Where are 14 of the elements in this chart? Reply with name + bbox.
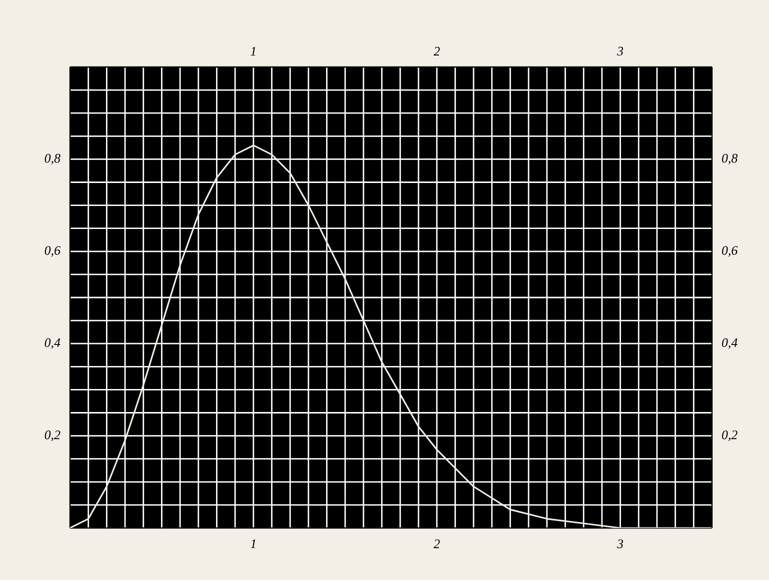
y2-tick-label: 0,2 [722, 430, 738, 442]
y2-tick-label: 0,4 [722, 338, 738, 349]
x2-tick-label: 1 [250, 46, 256, 56]
x-tick-label: 3 [617, 539, 624, 548]
x-tick-label: 2 [434, 539, 440, 548]
y-tick-label: 0,4 [44, 338, 60, 349]
y-tick-label: 0,8 [44, 154, 60, 165]
x-tick-label: 1 [250, 539, 256, 548]
y2-tick-label: 0,8 [722, 154, 738, 165]
y-tick-label: 0,6 [44, 246, 60, 257]
y-tick-label: 0,2 [44, 430, 60, 442]
x2-tick-label: 3 [617, 46, 624, 56]
x2-tick-label: 2 [434, 46, 440, 56]
y2-tick-label: 0,6 [722, 246, 738, 257]
